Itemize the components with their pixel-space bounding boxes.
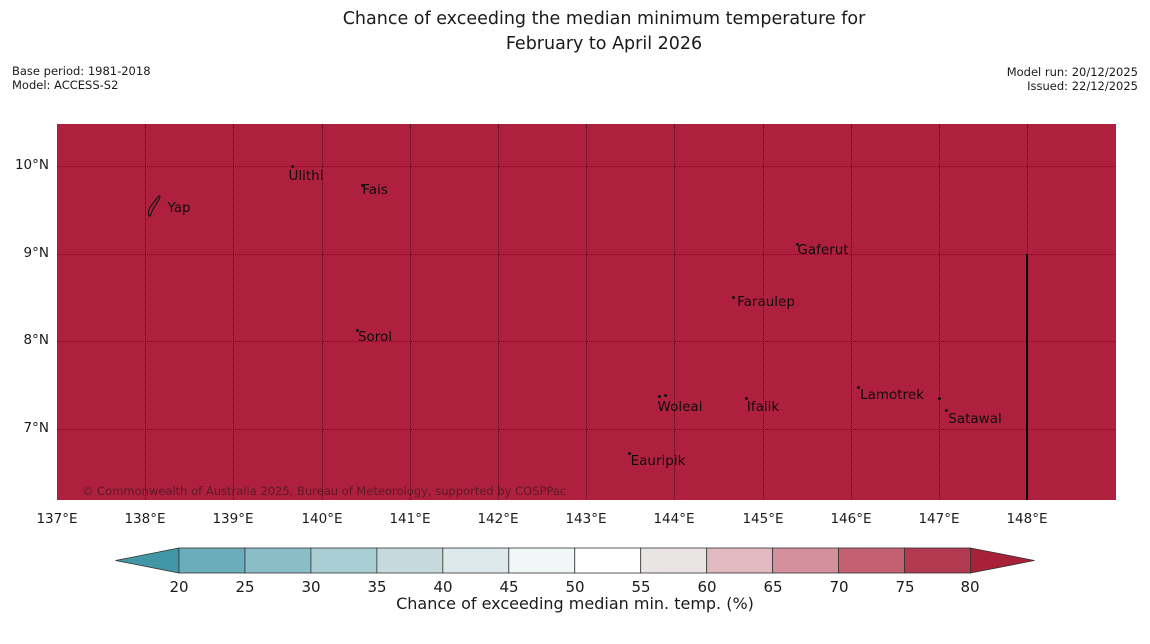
x-tick-label: 147°E: [918, 511, 960, 527]
gridline-lon-142e: [498, 124, 499, 500]
gridline-lat-7n: [57, 429, 1116, 430]
colorbar-tick-label: 20: [169, 578, 189, 596]
colorbar-below-range-arrow: [115, 547, 180, 574]
colorbar-segment: [178, 547, 246, 574]
island-marker: [628, 452, 631, 455]
island-marker: [291, 165, 294, 168]
colorbar-segment: [838, 547, 905, 574]
x-tick-label: 141°E: [389, 511, 431, 527]
x-tick-label: 137°E: [36, 511, 78, 527]
island-marker: [745, 397, 748, 400]
title-line-1: Chance of exceeding the median minimum t…: [342, 9, 866, 29]
colorbar-segment: [772, 547, 840, 574]
title-line-2: February to April 2026: [505, 34, 703, 54]
model-run-text: Model run: 20/12/2025: [1006, 65, 1138, 79]
gridline-lon-146e: [851, 124, 852, 500]
gridline-lat-9n: [57, 254, 1116, 255]
base-period-text: Base period: 1981-2018: [12, 64, 151, 78]
colorbar-tick-label: 25: [235, 578, 255, 596]
colorbar-above-range-arrow: [970, 547, 1035, 574]
island-label: Lamotrek: [860, 387, 924, 403]
meta-right: Model run: 20/12/2025 Issued: 22/12/2025: [1007, 65, 1138, 93]
gridline-lon-144e: [674, 124, 675, 500]
island-marker: [664, 394, 667, 397]
island-label: Sorol: [357, 329, 393, 345]
colorbar-axis-label: Chance of exceeding median min. temp. (%…: [396, 594, 754, 613]
y-tick-label: 9°N: [23, 245, 49, 261]
island-label: Faraulep: [737, 294, 795, 310]
island-label: Ulithi: [288, 168, 324, 184]
region-boundary-line: [1026, 254, 1028, 500]
y-tick-label: 8°N: [23, 332, 49, 348]
island-label: Satawal: [948, 411, 1002, 427]
gridline-lon-145e: [763, 124, 764, 500]
gridline-lon-139e: [233, 124, 234, 500]
colorbar: [115, 547, 1035, 574]
x-tick-label: 146°E: [830, 511, 872, 527]
y-tick-label: 10°N: [14, 157, 49, 173]
gridline-lon-141e: [410, 124, 411, 500]
gridline-lon-147e: [939, 124, 940, 500]
colorbar-tick-label: 30: [301, 578, 321, 596]
colorbar-tick-label: 65: [763, 578, 783, 596]
island-marker: [658, 395, 661, 398]
x-tick-label: 142°E: [477, 511, 519, 527]
colorbar-tick-label: 60: [697, 578, 717, 596]
colorbar-tick-label: 55: [631, 578, 651, 596]
model-text: Model: ACCESS-S2: [12, 78, 119, 92]
x-tick-label: 140°E: [301, 511, 343, 527]
island-label: Ifalik: [746, 399, 780, 415]
colorbar-tick-label: 40: [433, 578, 453, 596]
x-tick-label: 143°E: [565, 511, 607, 527]
x-tick-label: 139°E: [212, 511, 254, 527]
island-label: Yap: [167, 200, 191, 216]
gridline-lon-140e: [322, 124, 323, 500]
colorbar-tick-label: 50: [565, 578, 585, 596]
gridline-lat-8n: [57, 341, 1116, 342]
island-label: Eauripik: [630, 453, 686, 469]
island-label: Gaferut: [797, 242, 849, 258]
island-marker: [938, 397, 941, 400]
colorbar-tick-label: 35: [367, 578, 387, 596]
gridline-lat-10n: [57, 166, 1116, 167]
yap-island-outline-icon: [147, 195, 161, 217]
meta-left: Base period: 1981-2018 Model: ACCESS-S2: [12, 64, 151, 92]
island-marker: [732, 296, 735, 299]
island-marker: [796, 243, 799, 246]
colorbar-segment: [310, 547, 378, 574]
colorbar-segment: [640, 547, 708, 574]
island-label: Woleai: [657, 399, 703, 415]
island-marker: [356, 329, 359, 332]
x-tick-label: 145°E: [742, 511, 784, 527]
x-tick-label: 138°E: [124, 511, 166, 527]
island-marker: [945, 409, 948, 412]
colorbar-tick-label: 80: [960, 578, 980, 596]
gridline-lon-138e: [145, 124, 146, 500]
island-marker: [857, 386, 860, 389]
y-tick-label: 7°N: [23, 420, 49, 436]
colorbar-segment: [442, 547, 510, 574]
colorbar-segment: [574, 547, 642, 574]
colorbar-tick-label: 45: [499, 578, 519, 596]
island-label: Fais: [362, 182, 388, 198]
colorbar-segment: [244, 547, 312, 574]
issued-text: Issued: 22/12/2025: [1027, 79, 1138, 93]
map-area: Yap Ulithi Fais Sorol Gaferut Faraulep W…: [57, 124, 1116, 500]
colorbar-segment: [508, 547, 576, 574]
island-marker: [361, 184, 364, 187]
page-title: Chance of exceeding the median minimum t…: [343, 7, 866, 57]
x-tick-label: 144°E: [653, 511, 695, 527]
colorbar-segment: [706, 547, 774, 574]
colorbar-segment: [904, 547, 971, 574]
copyright-text: © Commonwealth of Australia 2025, Bureau…: [82, 484, 567, 498]
colorbar-tick-label: 70: [829, 578, 849, 596]
colorbar-segment: [376, 547, 444, 574]
gridline-lon-143e: [586, 124, 587, 500]
x-tick-label: 148°E: [1006, 511, 1048, 527]
colorbar-tick-label: 75: [895, 578, 915, 596]
